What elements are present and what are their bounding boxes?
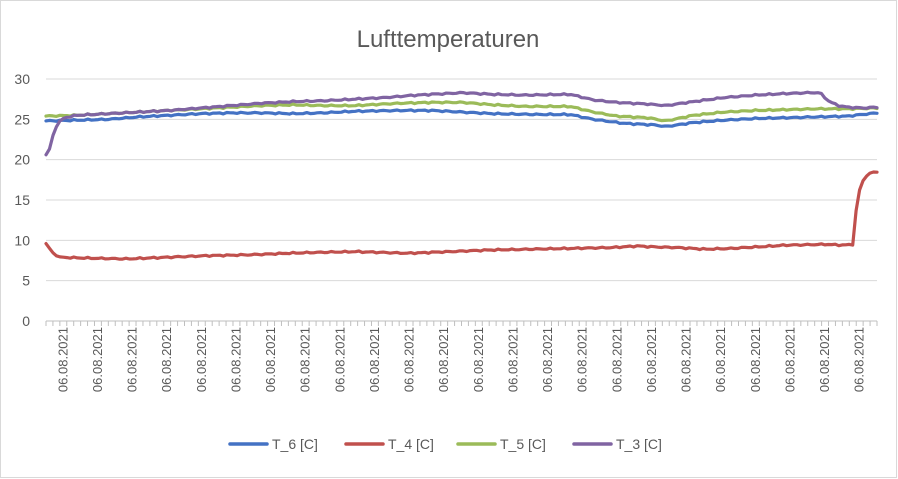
x-tick-label: 06.08.2021 [55,327,70,392]
series-line [44,90,879,157]
x-tick-label: 06.08.2021 [679,327,694,392]
x-tick-label: 06.08.2021 [436,327,451,392]
legend: T_6 [C] T_4 [C] T_5 [C] T_3 [C] [228,436,662,452]
x-tick-label: 06.08.2021 [505,327,520,392]
x-tick-label: 06.08.2021 [540,327,555,392]
y-tick-label: 15 [14,192,30,208]
x-tick-label: 06.08.2021 [228,327,243,392]
x-tick-label: 06.08.2021 [90,327,105,392]
y-axis-ticks: 0 5 10 15 20 25 30 [14,71,30,329]
legend-label: T_3 [C] [616,436,662,452]
series-line [44,108,879,128]
y-tick-label: 25 [14,111,30,127]
legend-item: T_4 [C] [344,436,434,452]
series-lines [44,90,879,261]
y-tick-label: 20 [14,152,30,168]
legend-label: T_6 [C] [272,436,318,452]
y-tick-label: 10 [14,232,30,248]
chart-title: Lufttemperaturen [357,26,540,53]
x-tick-label: 06.08.2021 [782,327,797,392]
y-tick-label: 30 [14,71,30,87]
x-tick-label: 06.08.2021 [159,327,174,392]
legend-label: T_5 [C] [500,436,546,452]
legend-item: T_5 [C] [456,436,546,452]
x-tick-label: 06.08.2021 [194,327,209,392]
x-tick-label: 06.08.2021 [125,327,140,392]
x-tick-label: 06.08.2021 [332,327,347,392]
x-tick-label: 06.08.2021 [852,327,867,392]
x-tick-label: 06.08.2021 [367,327,382,392]
x-tick-label: 06.08.2021 [471,327,486,392]
y-tick-label: 0 [22,313,30,329]
x-tick-label: 06.08.2021 [713,327,728,392]
x-tick-label: 06.08.2021 [609,327,624,392]
legend-item: T_6 [C] [228,436,318,452]
x-tick-label: 06.08.2021 [298,327,313,392]
legend-label: T_4 [C] [388,436,434,452]
x-tick-label: 06.08.2021 [748,327,763,392]
x-axis-ticks: 06.08.2021 06.08.2021 06.08.2021 06.08.2021… [45,321,878,392]
series-line [44,170,879,261]
x-tick-label: 06.08.2021 [817,327,832,392]
y-tick-label: 5 [22,273,30,289]
legend-item: T_3 [C] [572,436,662,452]
x-tick-label: 06.08.2021 [575,327,590,392]
x-tick-label: 06.08.2021 [644,327,659,392]
x-tick-label: 06.08.2021 [402,327,417,392]
x-tick-label: 06.08.2021 [263,327,278,392]
